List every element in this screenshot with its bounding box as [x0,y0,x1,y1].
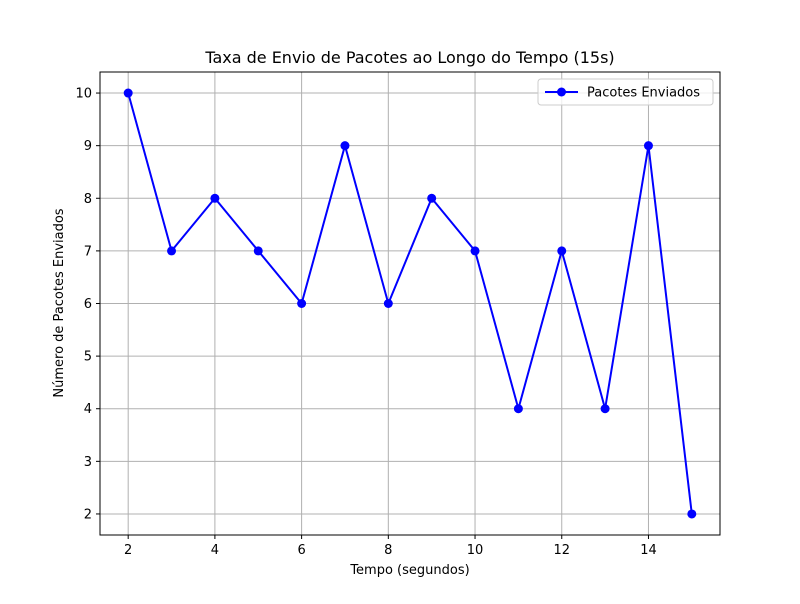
x-tick-label: 8 [384,543,392,558]
y-tick-label: 7 [84,244,92,259]
data-point [600,404,610,414]
legend-marker-swatch [557,87,566,97]
data-series [123,88,697,519]
series-line [127,92,693,515]
y-tick-label: 9 [84,139,92,154]
data-point [427,193,437,203]
x-tick-label: 4 [211,543,219,558]
data-point [470,246,480,256]
x-tick-label: 14 [640,543,657,558]
data-point [297,299,307,308]
axis-ticks: 2 4 6 8 10 12 14 2 3 4 5 6 7 8 9 10 [75,87,656,558]
data-point [253,246,263,256]
y-tick-label: 6 [84,297,92,312]
legend: Pacotes Enviados [537,78,714,106]
legend-box [537,78,714,106]
y-tick-label: 3 [84,455,92,470]
y-tick-label: 8 [84,192,92,207]
data-point [557,246,567,256]
x-axis-label: Tempo (segundos) [349,563,469,578]
chart-title: Taxa de Envio de Pacotes ao Longo do Tem… [204,48,614,67]
y-tick-label: 2 [84,507,92,522]
x-tick-label: 2 [124,543,132,558]
data-point [513,404,523,414]
data-point [383,299,393,308]
data-point [210,193,220,203]
y-tick-label: 10 [75,87,92,102]
x-tick-label: 10 [467,543,484,558]
x-tick-label: 6 [297,543,305,558]
legend-label: Pacotes Enviados [587,86,700,101]
data-point [340,141,350,151]
x-tick-label: 12 [553,543,570,558]
data-point [167,246,177,256]
y-tick-label: 5 [84,350,92,365]
y-tick-label: 4 [84,402,92,417]
data-point [123,88,133,98]
data-point [687,509,697,519]
y-axis-label: Número de Pacotes Enviados [52,208,67,397]
data-point [643,141,653,151]
